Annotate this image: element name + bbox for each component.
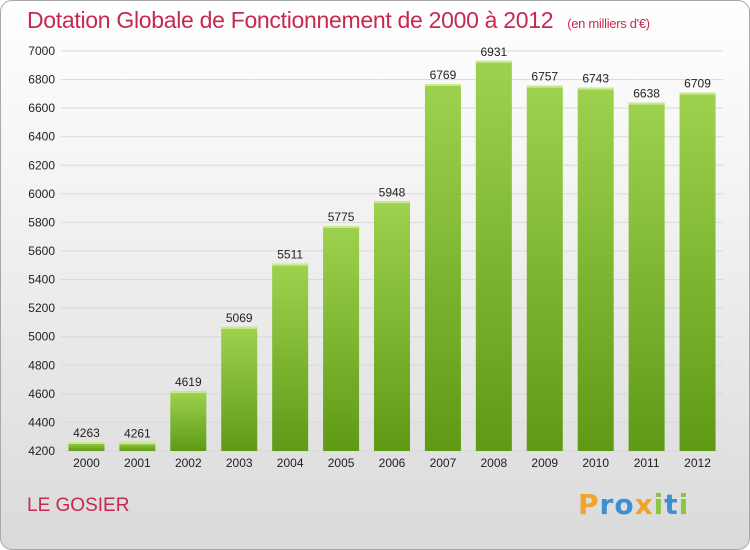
y-tick-label: 6000 <box>28 187 55 201</box>
bar-top-highlight <box>424 84 461 86</box>
value-label-2000: 4263 <box>73 426 100 440</box>
logo-letter: i <box>653 488 665 521</box>
value-label-2005: 5775 <box>328 210 355 224</box>
bar-top-highlight <box>577 87 614 90</box>
logo-letter: i <box>678 488 690 521</box>
value-label-2004: 5511 <box>277 248 303 262</box>
logo-letter: t <box>664 488 679 521</box>
x-tick-label-2007: 2007 <box>430 456 457 470</box>
y-tick-label: 5400 <box>28 273 55 287</box>
value-label-2001: 4261 <box>124 426 151 440</box>
place-name: LE GOSIER <box>27 495 130 516</box>
x-tick-label-2004: 2004 <box>277 456 304 470</box>
bar-top-highlight <box>526 85 563 88</box>
value-label-2002: 4619 <box>175 375 202 389</box>
y-tick-label: 4200 <box>28 444 55 458</box>
y-tick-label: 5600 <box>28 244 55 258</box>
x-tick-label-2003: 2003 <box>226 456 253 470</box>
bar-top-highlight <box>221 326 258 329</box>
bar-2002 <box>170 391 207 451</box>
bar-2003 <box>221 326 258 451</box>
logo-letter: o <box>614 488 635 521</box>
x-tick-label-2000: 2000 <box>73 456 100 470</box>
y-tick-label: 5800 <box>28 215 55 229</box>
bar-top-highlight <box>272 263 309 266</box>
logo-letter: P <box>578 488 600 521</box>
x-tick-label-2009: 2009 <box>531 456 558 470</box>
y-tick-label: 4400 <box>28 415 55 429</box>
value-label-2003: 5069 <box>226 311 253 325</box>
y-tick-label: 7000 <box>28 44 55 58</box>
bar-2008 <box>475 60 512 451</box>
x-tick-label-2012: 2012 <box>684 456 711 470</box>
x-tick-label-2008: 2008 <box>480 456 507 470</box>
proxiti-logo: Proxiti <box>578 488 689 521</box>
bar-2011 <box>628 102 665 451</box>
x-tick-label-2011: 2011 <box>634 456 660 470</box>
bar-2006 <box>374 201 410 451</box>
bar-top-highlight <box>628 102 665 105</box>
bar-2010 <box>577 87 614 451</box>
x-tick-label-2010: 2010 <box>582 456 609 470</box>
value-label-2011: 6638 <box>633 87 660 101</box>
chart-subtitle: (en milliers d'€) <box>567 16 650 31</box>
logo-letter: x <box>634 488 654 521</box>
value-label-2012: 6709 <box>684 77 711 91</box>
y-tick-label: 6200 <box>28 158 55 172</box>
bar-2000 <box>68 442 105 451</box>
value-label-2010: 6743 <box>582 72 609 86</box>
y-tick-label: 4600 <box>28 387 55 401</box>
y-tick-label: 6800 <box>28 73 55 87</box>
y-axis-ticks: 4200 4400 4600 4800 5000 5200 5400 5600 5800 6000… <box>28 44 55 458</box>
chart-title: Dotation Globale de Fonctionnement de 20… <box>27 7 650 33</box>
y-tick-label: 5000 <box>28 330 55 344</box>
logo-letter: r <box>599 488 615 521</box>
bar-2012 <box>679 92 716 452</box>
bar-2009 <box>526 85 563 451</box>
y-tick-label: 6600 <box>28 101 55 115</box>
bar-2004 <box>272 263 309 451</box>
bar-top-highlight <box>119 442 156 445</box>
value-label-2009: 6757 <box>531 70 558 84</box>
x-tick-label-2006: 2006 <box>379 456 406 470</box>
bar-2005 <box>323 226 360 451</box>
y-tick-label: 5200 <box>28 301 55 315</box>
bar-top-highlight <box>170 391 207 394</box>
x-axis-ticks: 2000 2001 2002 2003 2004 2005 2006 2007 2008 2009… <box>73 456 711 470</box>
bar-2001 <box>119 442 156 451</box>
x-tick-label-2005: 2005 <box>328 456 355 470</box>
value-label-2008: 6931 <box>480 45 507 59</box>
x-tick-label-2002: 2002 <box>175 456 202 470</box>
bar-top-highlight <box>323 226 360 228</box>
bars: 4263 4261 4619 5069 5511 5775 5948 6769 6931 6757… <box>68 45 716 452</box>
y-tick-label: 6400 <box>28 130 55 144</box>
bar-top-highlight <box>679 92 716 95</box>
bar-top-highlight <box>475 60 512 63</box>
bar-top-highlight <box>68 442 105 444</box>
bar-top-highlight <box>374 201 410 204</box>
value-label-2007: 6769 <box>430 68 457 82</box>
x-tick-label-2001: 2001 <box>124 456 151 470</box>
bar-2007 <box>424 84 461 451</box>
value-label-2006: 5948 <box>379 185 406 199</box>
y-tick-label: 4800 <box>28 358 55 372</box>
